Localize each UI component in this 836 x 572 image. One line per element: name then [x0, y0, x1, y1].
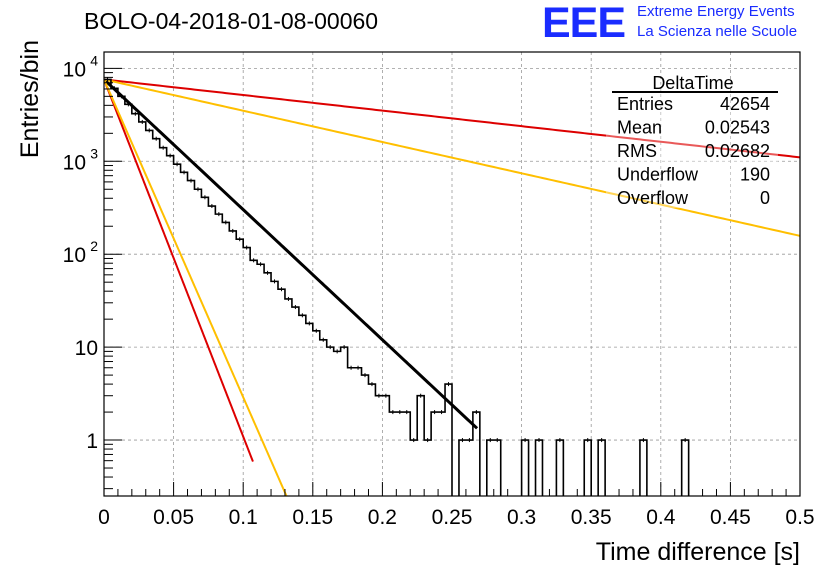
- axis-ticks: 0 0.05 0.1 0.15 0.2 0.25 0.3 0.35 0.4 0.45 0.5 1 10 1…: [63, 52, 815, 529]
- y-tick-label: 10: [63, 151, 86, 174]
- eee-logo-line1: Extreme Energy Events: [637, 3, 795, 20]
- curve-orange-steep: [104, 79, 288, 496]
- y-axis-label: Entries/bin: [16, 40, 44, 158]
- y-tick-exponent: 2: [90, 238, 98, 254]
- stats-box-bg: [606, 84, 778, 208]
- eee-logo-text: Extreme Energy Events La Scienza nelle S…: [637, 2, 797, 42]
- stats-label-mean: Mean: [617, 118, 662, 138]
- y-tick-label: 10: [75, 337, 98, 360]
- stats-label-entries: Entries: [617, 94, 673, 114]
- x-tick-label: 0.15: [292, 506, 333, 529]
- x-tick-label: 0: [98, 506, 110, 529]
- stats-value-mean: 0.02543: [705, 118, 770, 138]
- eee-logo: EEE: [542, 0, 626, 47]
- stats-label-overflow: Overflow: [617, 188, 689, 208]
- x-tick-label: 0.05: [153, 506, 194, 529]
- stats-value-underflow: 190: [740, 165, 770, 185]
- curve-orange-shallow: [104, 78, 800, 237]
- stats-value-overflow: 0: [760, 188, 770, 208]
- stats-label-rms: RMS: [617, 141, 657, 161]
- curve-fit: [104, 78, 479, 430]
- y-tick-exponent: 4: [90, 52, 98, 68]
- stats-label-underflow: Underflow: [617, 165, 699, 185]
- y-tick-label: 10: [63, 244, 86, 267]
- y-tick-label: 1: [86, 430, 98, 453]
- y-tick-label: 10: [63, 58, 86, 81]
- stats-value-entries: 42654: [720, 94, 770, 114]
- curve-red-steep: [104, 79, 254, 462]
- stats-title: DeltaTime: [652, 73, 733, 93]
- x-tick-label: 0.4: [646, 506, 676, 529]
- x-tick-label: 0.35: [571, 506, 612, 529]
- x-tick-label: 0.3: [507, 506, 536, 529]
- x-tick-label: 0.2: [368, 506, 397, 529]
- y-tick-exponent: 3: [90, 145, 98, 161]
- x-tick-label: 0.1: [229, 506, 258, 529]
- chart-title: BOLO-04-2018-01-08-00060: [84, 8, 379, 34]
- curves: [104, 78, 800, 496]
- stats-value-rms: 0.02682: [705, 141, 770, 161]
- curve-red-shallow: [104, 78, 800, 159]
- x-tick-label: 0.25: [432, 506, 473, 529]
- histogram: [104, 77, 690, 496]
- x-axis-label: Time difference [s]: [596, 538, 800, 566]
- eee-logo-line2: La Scienza nelle Scuole: [637, 23, 798, 40]
- x-tick-label: 0.45: [710, 506, 751, 529]
- x-tick-label: 0.5: [785, 506, 814, 529]
